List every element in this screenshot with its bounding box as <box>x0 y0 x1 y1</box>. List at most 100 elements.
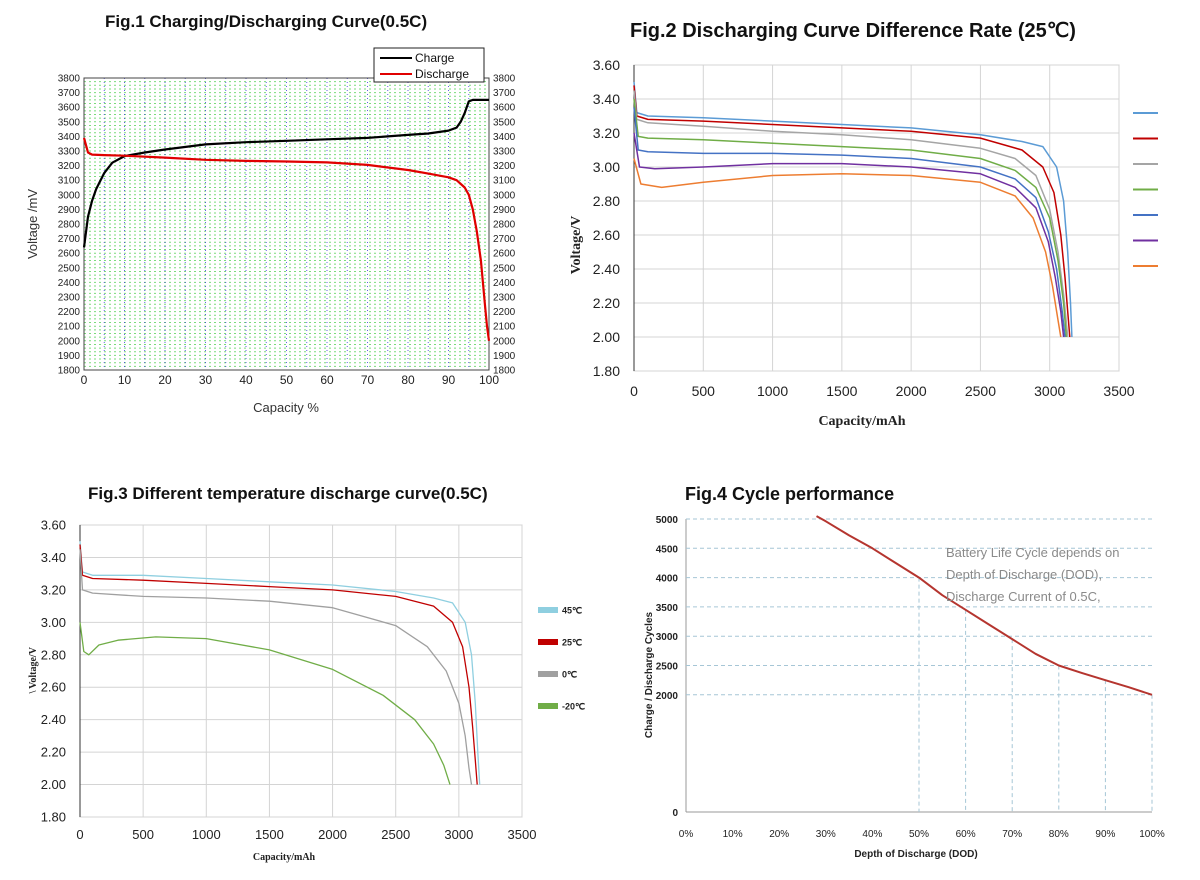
fig1-chart: 1800 1800 1900 1900 2000 2000 2100 2100 2200 2200… <box>25 47 516 415</box>
fig3-series-45-line <box>79 541 481 785</box>
fig3-xtick-3500: 3500 <box>508 827 537 842</box>
fig3-ytick-1.80: 1.80 <box>41 810 66 825</box>
fig1-legend-discharge: Discharge <box>415 67 469 81</box>
fig2-xtick-1500: 1500 <box>826 383 857 399</box>
fig4-chart: 0 2000 2500 3000 3500 4000 4500 5000 0% 10% 20% 30… <box>644 515 1165 860</box>
fig2-chart: 1.80 2.00 2.20 2.40 2.60 2.80 3.00 3.20 3.40 3.60… <box>569 57 1158 429</box>
fig2-ytick-2.80: 2.80 <box>593 193 620 209</box>
fig2-series-8c-line <box>633 132 1065 338</box>
fig3-ytick-3.60: 3.60 <box>41 518 66 533</box>
fig2-ytick-3.40: 3.40 <box>593 91 620 107</box>
fig1-series-charge-line <box>82 98 489 248</box>
fig2-xtick-500: 500 <box>692 383 716 399</box>
fig2-series-10c-line <box>633 158 1062 338</box>
fig4-title: Fig.4 Cycle performance <box>685 484 895 504</box>
fig4-ytick-2500: 2500 <box>656 662 679 673</box>
fig1-ytick-left-2400: 2400 <box>58 278 81 289</box>
fig4-xtick-8: 80% <box>1049 829 1069 840</box>
fig3-xtick-1500: 1500 <box>255 827 284 842</box>
fig1-ytick-right-2800: 2800 <box>493 220 516 231</box>
fig3-ytick-3.20: 3.20 <box>41 582 66 597</box>
fig4-annotation-line-2: Depth of Discharge (DOD), <box>946 567 1102 582</box>
fig4-xtick-6: 60% <box>956 829 976 840</box>
fig3-xlabel: Capacity/mAh <box>253 852 316 863</box>
fig4-xtick-1: 10% <box>723 829 743 840</box>
fig1-series-discharge-line <box>82 137 491 341</box>
fig1-ytick-left-2800: 2800 <box>58 220 81 231</box>
fig1-ytick-right-2600: 2600 <box>493 249 516 260</box>
fig3-legend-45-swatch <box>538 607 558 613</box>
fig3-ylabel: Voltage/V <box>28 646 39 689</box>
fig3-title: Fig.3 Different temperature discharge cu… <box>88 484 488 503</box>
fig1-ytick-left-3700: 3700 <box>58 88 81 99</box>
fig3-chart: 1.80 2.00 2.20 2.40 2.60 2.80 3.00 3.20 3.40 3.60… <box>28 518 585 864</box>
fig4-xtick-4: 40% <box>862 829 882 840</box>
fig4-ytick-5000: 5000 <box>656 515 679 526</box>
fig2-ytick-1.80: 1.80 <box>593 363 620 379</box>
fig3-series-0-line <box>79 549 473 785</box>
fig1-ytick-left-1900: 1900 <box>58 351 81 362</box>
fig4-xtick-9: 90% <box>1095 829 1115 840</box>
fig3-xtick-500: 500 <box>132 827 154 842</box>
fig1-ytick-right-3600: 3600 <box>493 103 516 114</box>
fig1-xtick-30: 30 <box>199 373 213 387</box>
fig1-xtick-50: 50 <box>280 373 294 387</box>
fig1-ytick-left-2100: 2100 <box>58 322 81 333</box>
fig4-xlabel: Depth of Discharge (DOD) <box>854 849 977 860</box>
fig4-ytick-0: 0 <box>672 808 678 819</box>
fig1-ytick-left-3200: 3200 <box>58 161 81 172</box>
fig1-ytick-left-3500: 3500 <box>58 117 81 128</box>
fig1-ytick-right-2700: 2700 <box>493 234 516 245</box>
fig3-legend-45: 45℃ <box>562 606 582 616</box>
fig1-ytick-left-2300: 2300 <box>58 293 81 304</box>
fig3-ytick-2.20: 2.20 <box>41 745 66 760</box>
fig2-series-5c-line <box>633 107 1066 338</box>
fig2-xlabel: Capacity/mAh <box>818 414 905 429</box>
fig1-xtick-0: 0 <box>81 373 88 387</box>
fig1-ytick-right-2900: 2900 <box>493 205 516 216</box>
fig1-ytick-left-2000: 2000 <box>58 336 81 347</box>
fig3-legend-0: 0℃ <box>562 670 577 680</box>
fig3-ytick-2.80: 2.80 <box>41 647 66 662</box>
fig1-ytick-right-3100: 3100 <box>493 176 516 187</box>
fig1-ytick-left-3400: 3400 <box>58 132 81 143</box>
fig1-ytick-right-3300: 3300 <box>493 147 516 158</box>
fig1-ytick-left-3100: 3100 <box>58 176 81 187</box>
fig1-xtick-20: 20 <box>158 373 172 387</box>
fig3-xtick-1000: 1000 <box>192 827 221 842</box>
fig3-ylabel-prefix: \ <box>28 690 39 694</box>
fig3-legend-20-swatch <box>538 703 558 709</box>
fig2-ytick-3.00: 3.00 <box>593 159 620 175</box>
fig2-ytick-2.60: 2.60 <box>593 227 620 243</box>
fig2-series-05c-line <box>633 85 1071 338</box>
fig1-ytick-right-3000: 3000 <box>493 190 516 201</box>
fig1-xtick-70: 70 <box>361 373 375 387</box>
fig4-xtick-10: 100% <box>1139 829 1165 840</box>
fig3-legend-25-swatch <box>538 639 558 645</box>
fig2-ytick-2.00: 2.00 <box>593 329 620 345</box>
fig2-xtick-1000: 1000 <box>757 383 788 399</box>
fig2-ytick-3.20: 3.20 <box>593 125 620 141</box>
fig4-ytick-3000: 3000 <box>656 632 679 643</box>
fig1-xtick-100: 100 <box>479 373 499 387</box>
fig1-ytick-right-3800: 3800 <box>493 74 516 85</box>
fig4-annotation-line-1: Battery Life Cycle depends on <box>946 545 1119 560</box>
fig4-xtick-5: 50% <box>909 829 929 840</box>
fig3-ytick-3.00: 3.00 <box>41 615 66 630</box>
fig1-ytick-left-3800: 3800 <box>58 74 81 85</box>
fig1-ytick-left-2700: 2700 <box>58 234 81 245</box>
fig3-legend-25: 25℃ <box>562 638 582 648</box>
fig2-xtick-0: 0 <box>630 383 638 399</box>
fig2-title: Fig.2 Discharging Curve Difference Rate … <box>630 20 1076 42</box>
fig3-legend-20: -20℃ <box>562 702 585 712</box>
fig1-xtick-90: 90 <box>442 373 456 387</box>
fig4-ylabel: Charge / Discharge Cycles <box>644 611 655 738</box>
fig1-xtick-10: 10 <box>118 373 132 387</box>
fig1-ytick-left-2200: 2200 <box>58 307 81 318</box>
fig4-xtick-3: 30% <box>816 829 836 840</box>
fig2-xtick-3500: 3500 <box>1103 383 1134 399</box>
fig3-series-20-line <box>79 622 451 785</box>
fig1-xtick-40: 40 <box>239 373 253 387</box>
fig1-ytick-left-2500: 2500 <box>58 263 81 274</box>
fig3-series-25-line <box>79 544 478 785</box>
